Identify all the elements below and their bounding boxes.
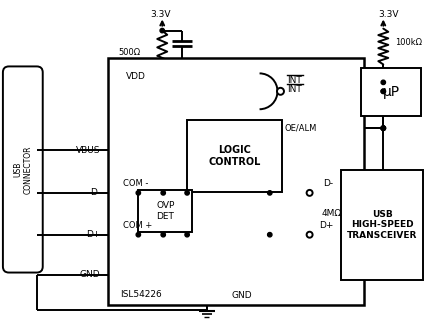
Circle shape bbox=[381, 89, 385, 93]
Circle shape bbox=[381, 126, 385, 130]
Bar bbox=[235, 73, 260, 109]
Text: 3.3V: 3.3V bbox=[378, 10, 399, 19]
Bar bbox=[341, 170, 423, 280]
Text: GND: GND bbox=[80, 270, 101, 279]
Text: D+: D+ bbox=[319, 221, 334, 230]
Circle shape bbox=[136, 233, 140, 237]
Text: VDD: VDD bbox=[127, 72, 146, 81]
Circle shape bbox=[185, 233, 189, 237]
Text: VBUS: VBUS bbox=[76, 145, 101, 155]
Circle shape bbox=[161, 233, 165, 237]
Circle shape bbox=[307, 232, 313, 238]
Text: D-: D- bbox=[90, 189, 101, 197]
Circle shape bbox=[136, 191, 140, 195]
Text: 500Ω: 500Ω bbox=[118, 48, 140, 57]
Circle shape bbox=[267, 233, 272, 237]
Circle shape bbox=[381, 89, 385, 93]
Text: 100kΩ: 100kΩ bbox=[395, 38, 422, 47]
Bar bbox=[362, 68, 421, 116]
Text: 3.3V: 3.3V bbox=[150, 10, 171, 19]
Circle shape bbox=[185, 191, 189, 195]
Text: INT: INT bbox=[287, 76, 302, 85]
Bar bbox=[187, 120, 282, 192]
Circle shape bbox=[267, 191, 272, 195]
Circle shape bbox=[381, 126, 385, 130]
Circle shape bbox=[381, 126, 385, 130]
Text: INT: INT bbox=[287, 85, 302, 94]
Text: D+: D+ bbox=[86, 230, 101, 239]
Circle shape bbox=[161, 191, 165, 195]
Text: COM +: COM + bbox=[124, 221, 152, 230]
Text: COM -: COM - bbox=[124, 179, 149, 188]
Wedge shape bbox=[260, 73, 277, 109]
Circle shape bbox=[381, 126, 385, 130]
Bar bbox=[108, 59, 364, 305]
Circle shape bbox=[307, 190, 313, 196]
Text: OE/ALM: OE/ALM bbox=[285, 124, 317, 133]
Text: OVP
DET: OVP DET bbox=[156, 201, 175, 220]
Circle shape bbox=[160, 28, 165, 33]
FancyBboxPatch shape bbox=[3, 66, 43, 272]
Text: μP: μP bbox=[383, 85, 400, 99]
Text: D-: D- bbox=[324, 179, 334, 188]
Text: USB
HIGH-SPEED
TRANSCEIVER: USB HIGH-SPEED TRANSCEIVER bbox=[347, 210, 417, 240]
Text: LOGIC
CONTROL: LOGIC CONTROL bbox=[208, 145, 260, 167]
Text: GND: GND bbox=[232, 291, 252, 300]
Bar bbox=[138, 190, 192, 232]
Circle shape bbox=[381, 80, 385, 85]
Text: ISL54226: ISL54226 bbox=[121, 291, 162, 299]
Text: 4MΩ: 4MΩ bbox=[321, 209, 342, 218]
Circle shape bbox=[277, 88, 284, 95]
Text: USB
CONNECTOR: USB CONNECTOR bbox=[13, 145, 32, 194]
